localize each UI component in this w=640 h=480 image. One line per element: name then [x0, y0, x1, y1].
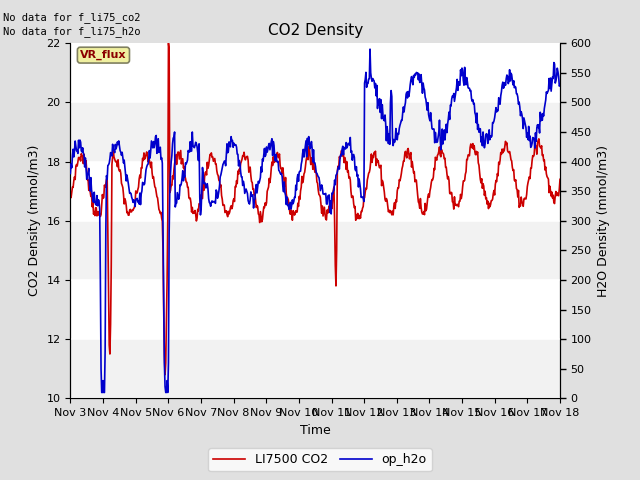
op_h2o — [127, 190, 134, 196]
op_h2o — [556, 82, 564, 88]
LI7500 CO2 — [556, 177, 564, 182]
LI7500 CO2 — [203, 172, 211, 178]
op_h2o — [366, 46, 374, 52]
op_h2o — [376, 96, 383, 102]
op_h2o — [390, 137, 397, 143]
op_h2o — [67, 170, 74, 176]
LI7500 CO2 — [67, 191, 74, 196]
op_h2o — [98, 390, 106, 396]
LI7500 CO2 — [164, 40, 172, 46]
Bar — [70, 339, 560, 398]
op_h2o — [76, 145, 83, 151]
LI7500 CO2 — [76, 156, 83, 161]
Bar — [70, 43, 560, 102]
Bar — [70, 280, 560, 339]
X-axis label: Time: Time — [300, 424, 331, 437]
Legend: LI7500 CO2, op_h2o: LI7500 CO2, op_h2o — [209, 448, 431, 471]
Line: LI7500 CO2: LI7500 CO2 — [70, 43, 560, 375]
op_h2o — [176, 182, 184, 188]
Text: VR_flux: VR_flux — [80, 50, 127, 60]
Bar — [70, 102, 560, 162]
Text: No data for f_li75_h2o: No data for f_li75_h2o — [3, 26, 141, 37]
Text: No data for f_li75_co2: No data for f_li75_co2 — [3, 12, 141, 23]
op_h2o — [202, 185, 210, 191]
LI7500 CO2 — [376, 165, 383, 171]
Bar — [70, 162, 560, 221]
Y-axis label: CO2 Density (mmol/m3): CO2 Density (mmol/m3) — [28, 145, 41, 297]
LI7500 CO2 — [126, 207, 134, 213]
Title: CO2 Density: CO2 Density — [268, 23, 363, 38]
LI7500 CO2 — [161, 372, 169, 378]
LI7500 CO2 — [390, 203, 397, 209]
Y-axis label: H2O Density (mmol/m3): H2O Density (mmol/m3) — [597, 145, 610, 297]
Bar — [70, 221, 560, 280]
LI7500 CO2 — [177, 148, 184, 154]
Line: op_h2o: op_h2o — [70, 49, 560, 393]
